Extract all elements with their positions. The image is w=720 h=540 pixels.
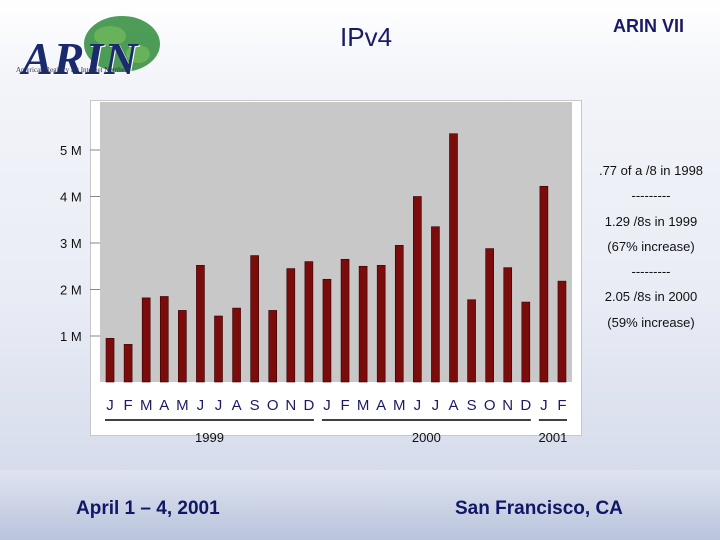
- plot-area: [100, 102, 572, 382]
- x-tick-label: J: [414, 397, 422, 414]
- year-label: 2001: [538, 430, 567, 445]
- note-line: .77 of a /8 in 1998: [598, 163, 704, 178]
- x-tick-label: F: [124, 397, 133, 414]
- bar: [557, 280, 567, 383]
- x-tick-label: J: [540, 397, 548, 414]
- x-tick-label: N: [502, 397, 513, 414]
- bar: [123, 344, 133, 383]
- bar: [340, 258, 350, 383]
- x-tick-label: S: [467, 397, 477, 414]
- bar: [376, 265, 386, 383]
- x-tick-label: F: [557, 397, 566, 414]
- bar: [503, 267, 513, 383]
- bar: [196, 265, 205, 383]
- x-tick-label: J: [215, 397, 223, 414]
- x-tick-label: A: [376, 397, 386, 414]
- x-tick-label: D: [520, 397, 531, 414]
- bar: [358, 265, 368, 383]
- bar: [159, 296, 169, 383]
- bar: [178, 310, 187, 383]
- meeting-dates: April 1 – 4, 2001: [76, 498, 220, 519]
- footer-band: [0, 470, 720, 540]
- note-line: (67% increase): [607, 238, 695, 254]
- y-tick-label: 5 M: [60, 143, 82, 158]
- x-tick-label: D: [303, 397, 314, 414]
- bar: [286, 268, 296, 383]
- meeting-location: San Francisco, CA: [455, 498, 623, 519]
- x-tick-label: A: [232, 397, 242, 414]
- note-line: 2.05 /8s in 2000: [604, 289, 698, 305]
- bar: [413, 196, 422, 383]
- x-tick-label: A: [448, 397, 458, 414]
- bar: [539, 185, 549, 383]
- bar: [141, 297, 151, 383]
- bar: [322, 278, 332, 383]
- note-line: (59% increase): [607, 314, 695, 330]
- bar: [485, 248, 494, 383]
- x-tick-label: J: [197, 397, 205, 414]
- x-tick-label: M: [176, 397, 189, 414]
- meeting-label: ARIN VII: [613, 16, 685, 36]
- y-tick-label: 3 M: [60, 236, 82, 251]
- globe-icon: [84, 16, 160, 72]
- x-tick-label: J: [106, 397, 114, 414]
- bar: [431, 226, 440, 383]
- arin-logo: ARIN: [10, 14, 170, 84]
- bar: [268, 310, 278, 383]
- x-tick-label: N: [285, 397, 296, 414]
- y-tick-label: 1 M: [60, 329, 82, 344]
- year-label: 1999: [195, 430, 224, 445]
- x-tick-label: O: [484, 397, 496, 414]
- bar: [105, 338, 115, 383]
- bar: [449, 133, 458, 383]
- x-tick-label: J: [432, 397, 440, 414]
- x-tick-label: O: [267, 397, 279, 414]
- x-tick-label: M: [393, 397, 406, 414]
- bar: [214, 315, 223, 383]
- bar: [232, 307, 241, 383]
- bar: [521, 301, 531, 383]
- bar: [250, 255, 259, 383]
- logo-wordmark: ARIN: [22, 33, 139, 84]
- bar: [304, 261, 314, 383]
- note-line: ---------: [631, 264, 671, 280]
- x-tick-label: M: [140, 397, 153, 414]
- logo-tagline: American Registry for Internet Numbers: [16, 66, 130, 74]
- allocation-notes: .77 of a /8 in 1998 --------- 1.29 /8s i…: [586, 158, 716, 335]
- slide-title: IPv4: [340, 22, 393, 52]
- bar: [467, 299, 476, 383]
- note-line: ---------: [631, 188, 671, 204]
- x-tick-label: J: [323, 397, 331, 414]
- bar: [394, 245, 404, 383]
- year-label: 2000: [412, 430, 441, 445]
- note-line: 1.29 /8s in 1999: [604, 213, 698, 229]
- y-tick-label: 2 M: [60, 283, 82, 298]
- y-tick-label: 4 M: [60, 190, 82, 205]
- x-tick-label: M: [357, 397, 370, 414]
- x-tick-label: S: [250, 397, 260, 414]
- x-tick-label: F: [340, 397, 349, 414]
- x-tick-label: A: [159, 397, 169, 414]
